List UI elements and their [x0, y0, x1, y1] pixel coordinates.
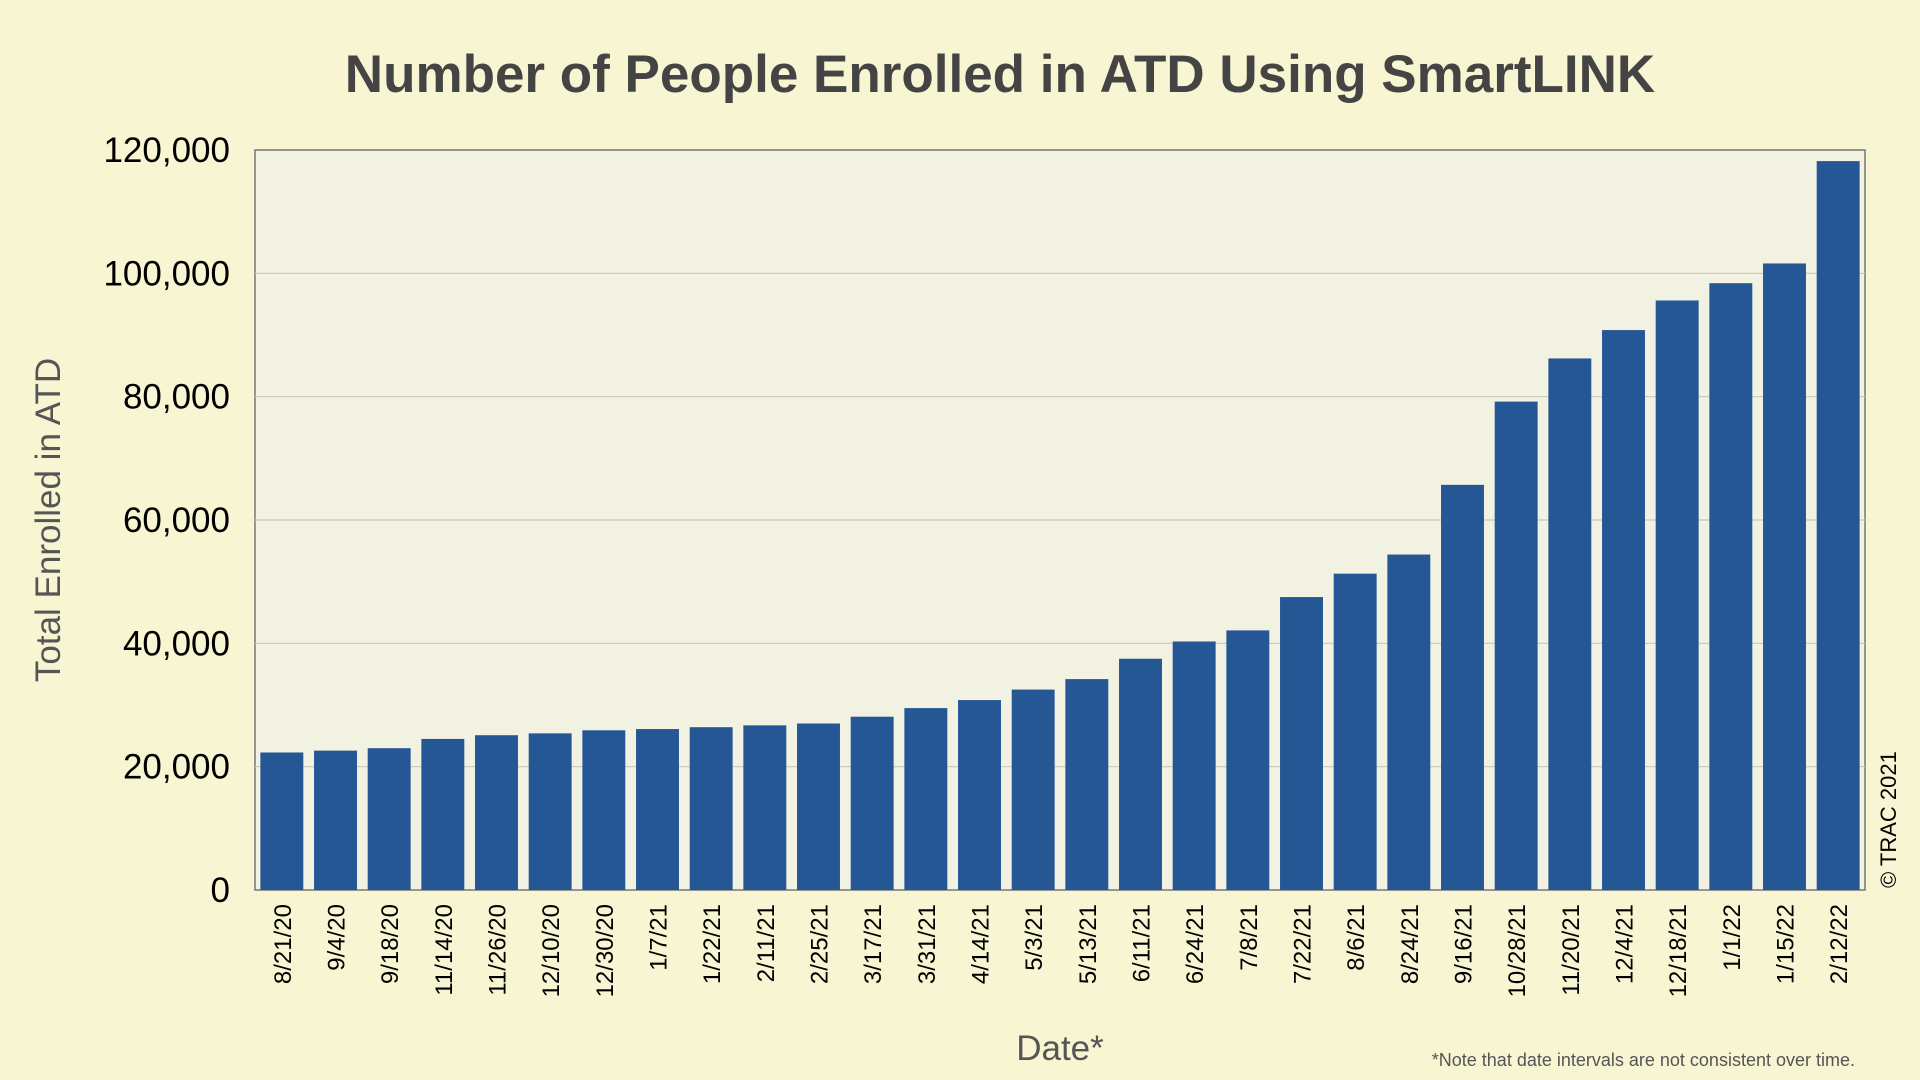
chart-title: Number of People Enrolled in ATD Using S…: [345, 45, 1655, 104]
x-tick-label: 1/1/22: [1719, 904, 1746, 971]
bar: [1494, 401, 1538, 890]
bar: [904, 708, 948, 890]
y-axis-label: Total Enrolled in ATD: [29, 358, 68, 682]
x-tick-label: 7/22/21: [1290, 904, 1317, 984]
bar: [850, 716, 894, 890]
x-tick-label: 3/31/21: [914, 904, 941, 984]
x-tick-label: 5/3/21: [1021, 904, 1048, 971]
bar: [1119, 658, 1162, 890]
bar: [1816, 161, 1860, 891]
y-tick-label: 40,000: [123, 624, 230, 663]
x-tick-label: 7/8/21: [1236, 904, 1263, 971]
x-tick-label: 1/7/21: [646, 904, 673, 971]
x-tick-label: 1/15/22: [1773, 904, 1800, 984]
bar: [1763, 263, 1806, 890]
x-tick-label: 9/16/21: [1451, 904, 1478, 984]
x-tick-label: 12/30/20: [592, 904, 619, 997]
bar: [1387, 554, 1431, 890]
x-tick-label: 11/14/20: [431, 904, 458, 996]
bar: [421, 738, 465, 890]
x-tick-label: 3/17/21: [860, 904, 887, 984]
x-tick-label: 9/4/20: [324, 904, 351, 971]
x-tick-label: 5/13/21: [1075, 904, 1102, 984]
x-tick-label: 8/24/21: [1397, 904, 1424, 984]
x-tick-label: 6/11/21: [1129, 904, 1156, 982]
bar: [797, 723, 840, 890]
bar: [582, 730, 626, 890]
bar: [1548, 358, 1592, 890]
bar: [1655, 300, 1699, 890]
x-axis-ticks: 8/21/20 9/4/20 9/18/20 11/14/20 11/26/20 12/1…: [270, 904, 1853, 997]
x-tick-label: 2/25/21: [807, 904, 834, 984]
footnote: *Note that date intervals are not consis…: [1432, 1050, 1855, 1070]
y-tick-label: 80,000: [123, 378, 230, 417]
bar: [1065, 679, 1109, 890]
bar: [1226, 630, 1270, 890]
bar: [1441, 484, 1484, 890]
x-tick-label: 9/18/20: [377, 904, 404, 984]
x-tick-label: 8/21/20: [270, 904, 297, 984]
x-tick-label: 2/11/21: [753, 904, 780, 982]
bar: [367, 748, 411, 890]
x-axis-label: Date*: [1016, 1029, 1104, 1068]
y-tick-label: 0: [211, 871, 230, 910]
x-tick-label: 8/6/21: [1343, 904, 1370, 971]
bar: [636, 729, 679, 890]
bar: [743, 725, 787, 890]
y-tick-label: 120,000: [103, 131, 230, 170]
bar: [689, 727, 733, 890]
x-tick-label: 4/14/21: [968, 904, 995, 984]
x-tick-label: 10/28/21: [1504, 904, 1531, 997]
x-tick-label: 11/20/21: [1558, 904, 1585, 996]
bar: [1602, 330, 1645, 891]
bar: [314, 750, 357, 890]
y-tick-label: 100,000: [103, 254, 230, 293]
y-axis-ticks: 0 20,000 40,000 60,000 80,000 100,000 120,000: [103, 131, 230, 910]
bar: [528, 733, 572, 890]
bar: [1280, 597, 1323, 890]
x-tick-label: 12/18/21: [1665, 904, 1692, 997]
y-tick-label: 20,000: [123, 748, 230, 787]
copyright-label: © TRAC 2021: [1876, 751, 1901, 888]
y-tick-label: 60,000: [123, 501, 230, 540]
x-tick-label: 2/12/22: [1826, 904, 1853, 984]
x-tick-label: 6/24/21: [1182, 904, 1209, 984]
bar: [260, 752, 304, 890]
bar: [958, 700, 1001, 890]
bars: [260, 161, 1860, 891]
bar: [1709, 283, 1753, 890]
gridlines: [255, 272, 1865, 768]
bar: [475, 735, 518, 890]
x-tick-label: 12/10/20: [538, 904, 565, 997]
bar: [1011, 689, 1055, 890]
bar: [1333, 573, 1377, 890]
bar: [1172, 641, 1216, 890]
x-tick-label: 12/4/21: [1612, 904, 1639, 984]
x-tick-label: 11/26/20: [485, 904, 512, 996]
x-tick-label: 1/22/21: [699, 904, 726, 984]
